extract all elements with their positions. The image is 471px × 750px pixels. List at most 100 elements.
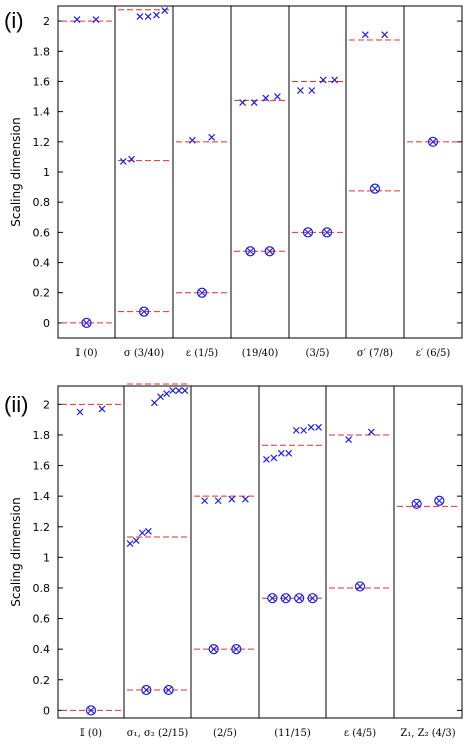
- data-point-cross: [128, 155, 135, 163]
- y-tick-label: 2: [43, 398, 50, 411]
- data-point-circled: [245, 246, 256, 257]
- data-point-cross: [331, 76, 339, 84]
- panel-label: (i): [4, 8, 24, 33]
- cross-stroke: [181, 387, 189, 395]
- data-point-circled: [81, 317, 92, 329]
- data-point-cross: [319, 76, 327, 84]
- panel-label: (ii): [4, 392, 28, 417]
- data-point-circled: [302, 227, 314, 238]
- data-point-cross: [92, 16, 100, 24]
- panel-ii: 0 0.2 0.4 0.6 0.8 1 1.2 1.4 1.6 1.8 2 Scaling dimen…: [4, 383, 463, 739]
- y-tick-label: 1.2: [33, 521, 51, 534]
- data-point-circled: [307, 593, 318, 604]
- cross-stroke: [345, 436, 353, 443]
- cross-stroke: [269, 594, 276, 602]
- data-point-cross: [239, 99, 247, 107]
- cross-stroke: [73, 16, 81, 24]
- data-point-circled: [85, 705, 97, 716]
- data-point-cross: [300, 426, 308, 434]
- data-point-cross: [308, 87, 316, 94]
- cross-stroke: [144, 13, 152, 20]
- x-category-label: σ₁, σ₂ (2/15): [127, 728, 189, 739]
- data-point-cross: [273, 93, 281, 100]
- cross-stroke: [429, 138, 437, 146]
- circle-stroke: [354, 581, 366, 592]
- x-category-label: ε (1/5): [186, 348, 218, 359]
- cross-stroke: [331, 76, 339, 84]
- x-category-label: σ′ (7/8): [357, 348, 393, 359]
- y-tick-label: 0.8: [33, 196, 51, 209]
- cross-stroke: [128, 155, 135, 163]
- x-category-label: 𝕀 (0): [80, 728, 102, 739]
- x-category-label: (11/15): [274, 728, 311, 739]
- cross-stroke: [188, 136, 196, 144]
- cross-stroke: [435, 497, 443, 505]
- cross-stroke: [228, 495, 236, 503]
- data-point-cross: [136, 13, 144, 20]
- cross-stroke: [262, 94, 270, 102]
- data-point-cross: [214, 497, 222, 505]
- data-point-cross: [132, 537, 140, 544]
- y-tick-label: 0: [43, 704, 50, 717]
- data-point-circled: [196, 287, 208, 298]
- x-category-label: (2/5): [213, 728, 237, 739]
- cross-stroke: [356, 583, 364, 590]
- cross-stroke: [277, 449, 285, 457]
- cross-stroke: [371, 185, 379, 192]
- y-tick-label: 1.4: [33, 490, 51, 503]
- y-tick-label: 1: [43, 166, 50, 179]
- x-category-label: Z₁, Z₂ (4/3): [400, 728, 455, 739]
- cross-stroke: [241, 495, 249, 503]
- cross-stroke: [246, 247, 254, 255]
- cross-stroke: [119, 158, 127, 165]
- y-tick-label: 1.4: [33, 106, 51, 119]
- cross-stroke: [126, 540, 134, 548]
- data-point-circled: [163, 684, 174, 696]
- y-tick-label: 0.6: [33, 613, 51, 626]
- plot-frame: [57, 385, 463, 719]
- circle-stroke: [264, 246, 275, 257]
- data-point-cross: [270, 454, 278, 462]
- data-point-cross: [241, 495, 249, 503]
- data-point-cross: [345, 436, 353, 443]
- circle-stroke: [321, 227, 333, 238]
- y-tick-label: 0.2: [33, 287, 51, 300]
- data-point-cross: [181, 387, 189, 395]
- data-point-cross: [307, 423, 315, 431]
- data-point-cross: [296, 87, 304, 94]
- y-tick-label: 0.8: [33, 582, 51, 595]
- cross-stroke: [309, 594, 316, 602]
- data-point-circled: [294, 593, 305, 604]
- cross-stroke: [157, 393, 164, 401]
- data-point-cross: [381, 31, 389, 39]
- data-point-circled: [264, 246, 275, 257]
- data-point-cross: [98, 405, 106, 413]
- circle-stroke: [81, 317, 92, 329]
- cross-stroke: [208, 133, 216, 141]
- y-tick-label: 0.4: [33, 257, 51, 270]
- data-point-cross: [201, 497, 209, 505]
- cross-stroke: [214, 497, 222, 505]
- cross-stroke: [307, 423, 315, 431]
- cross-stroke: [263, 456, 270, 463]
- data-point-circled: [267, 593, 278, 604]
- y-tick-label: 2: [43, 15, 50, 28]
- y-tick-label: 1.6: [33, 75, 51, 88]
- cross-stroke: [304, 228, 312, 236]
- cross-stroke: [250, 99, 258, 107]
- data-point-cross: [315, 423, 322, 431]
- cross-stroke: [144, 527, 152, 535]
- data-point-circled: [434, 495, 445, 506]
- data-point-circled: [427, 136, 439, 147]
- x-category-label: σ (3/40): [124, 348, 164, 359]
- data-point-cross: [126, 540, 134, 548]
- data-point-cross: [285, 449, 293, 457]
- cross-stroke: [361, 31, 369, 39]
- circle-stroke: [231, 644, 242, 655]
- y-tick-label: 1.2: [33, 136, 51, 149]
- cross-stroke: [239, 99, 247, 107]
- circle-stroke: [302, 227, 314, 238]
- cross-stroke: [169, 387, 177, 395]
- data-point-cross: [157, 393, 164, 401]
- data-point-cross: [138, 529, 146, 537]
